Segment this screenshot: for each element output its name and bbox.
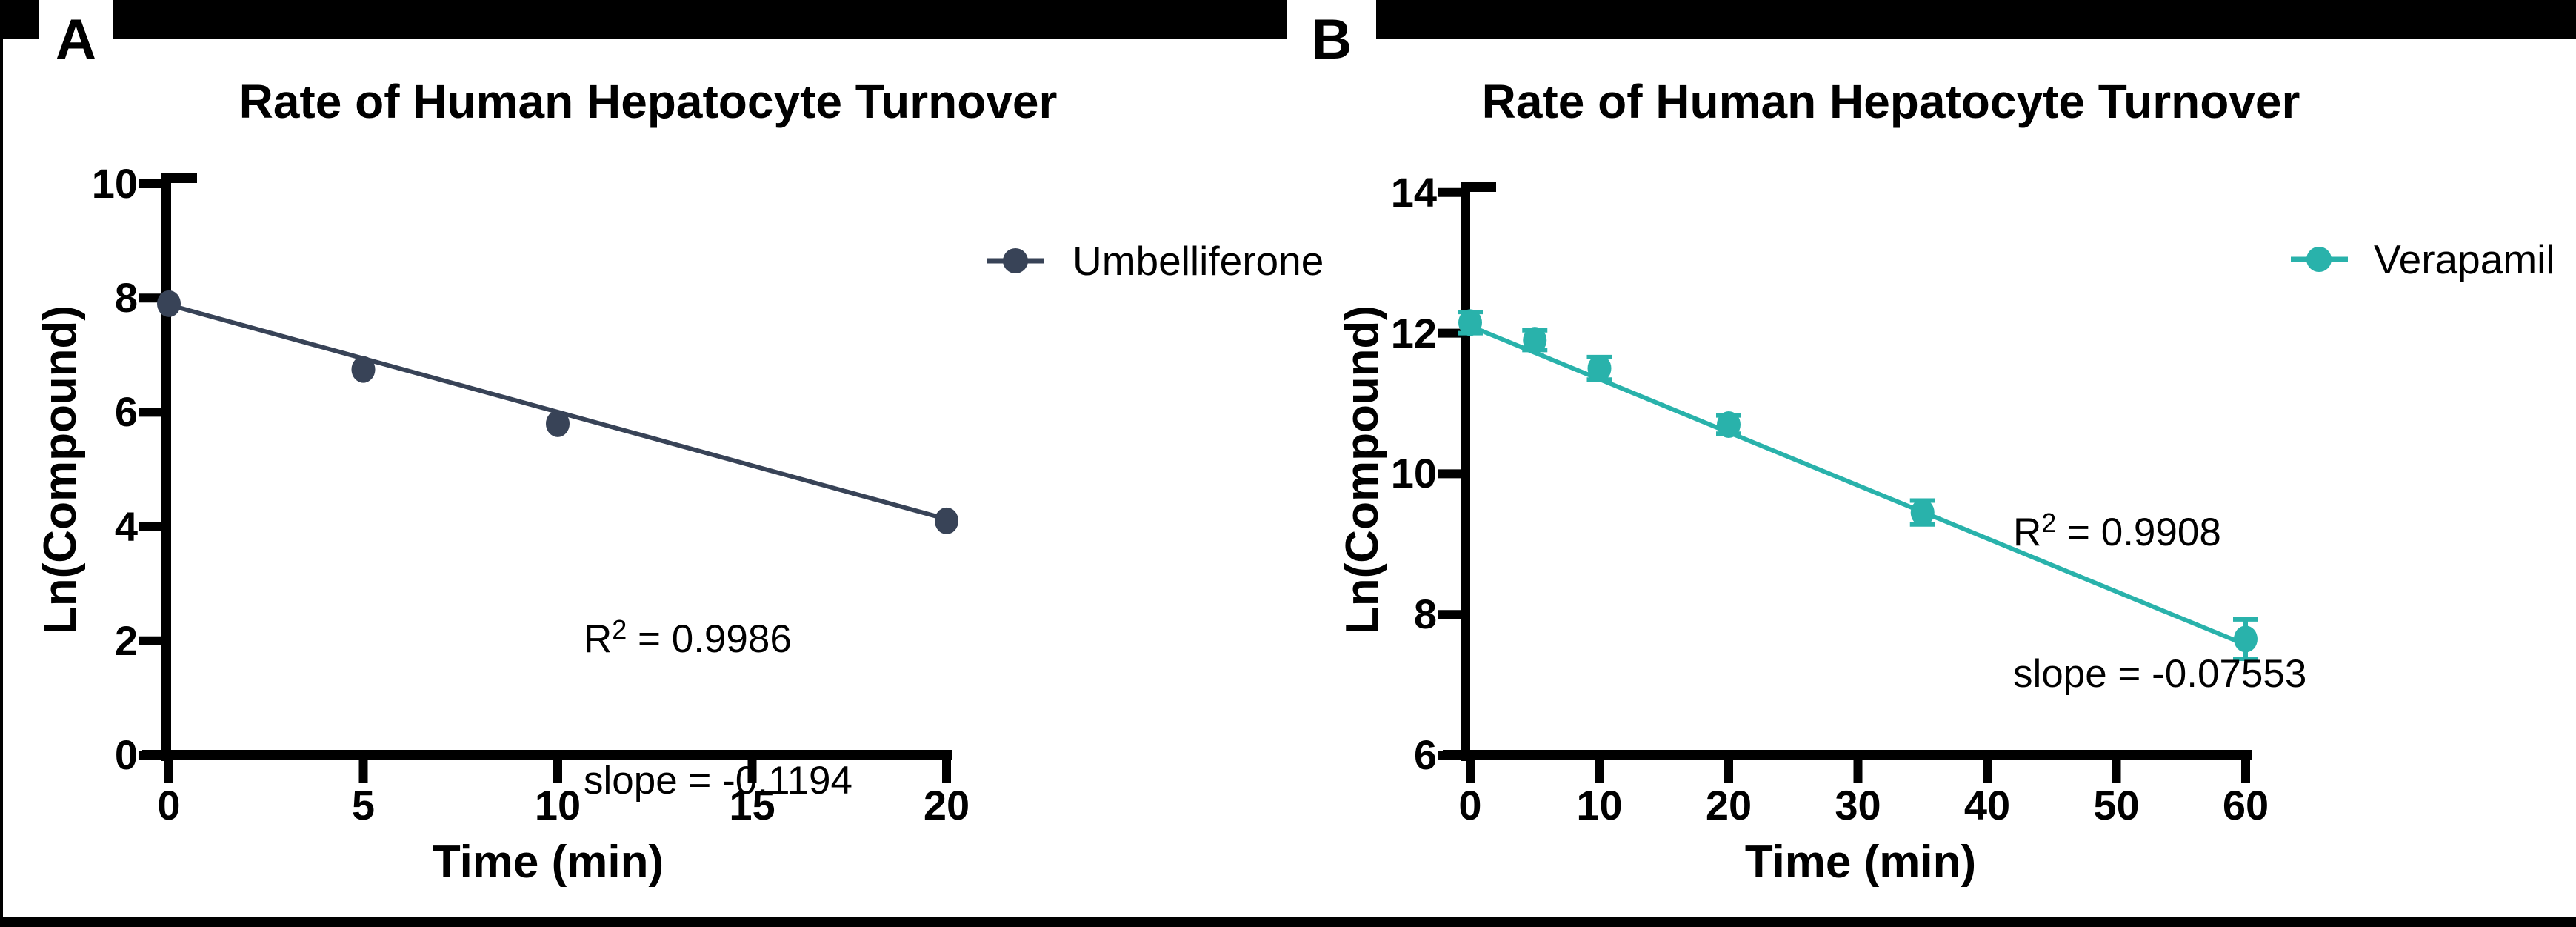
- panel-a-x-tick-label: 0: [157, 782, 181, 828]
- data-point: [1587, 355, 1612, 382]
- panel-b-x-axis-label: Time (min): [1744, 837, 1977, 888]
- panel-b-x-tick-label: 0: [1458, 782, 1482, 828]
- panel-b-y-tick-label: 10: [1390, 450, 1437, 497]
- panel-b-y-tick-label: 6: [1413, 731, 1437, 778]
- panel-b-y-tick-label: 12: [1390, 309, 1437, 356]
- panel-b-letter: B: [1311, 8, 1352, 71]
- panel-b-x-tick-label: 40: [1963, 782, 2011, 828]
- panel-a-fit-annotation: R2 = 0.9986 slope = -0.1194: [584, 525, 852, 896]
- panel-a-x-tick-label: 10: [534, 782, 581, 828]
- data-point: [1717, 411, 1741, 438]
- data-point: [157, 290, 181, 317]
- panel-b-x-tick-label: 20: [1705, 782, 1752, 828]
- legend-marker-dot: [1003, 248, 1028, 273]
- panel-b-axes: [1438, 182, 2252, 783]
- panel-a-x-axis-label: Time (min): [432, 837, 664, 888]
- data-point: [1458, 309, 1482, 336]
- panel-b-legend-label: Verapamil: [2374, 236, 2555, 282]
- panel-b-fit-annotation: R2 = 0.9908 slope = -0.07553: [2013, 418, 2306, 789]
- panel-b-x-tick-label: 30: [1835, 782, 1881, 828]
- panel-b-slope: slope = -0.07553: [2013, 652, 2307, 696]
- panel-a-title: Rate of Human Hepatocyte Turnover: [238, 75, 1058, 128]
- panel-a-y-tick-label: 0: [114, 731, 138, 778]
- data-point: [546, 410, 570, 437]
- panel-b-y-tick-label: 14: [1390, 168, 1437, 216]
- data-point: [1523, 327, 1547, 354]
- data-point: [1910, 499, 1935, 526]
- panel-b-x-tick-label: 50: [2093, 782, 2140, 828]
- panel-a-slope: slope = -0.1194: [584, 759, 852, 803]
- panel-b-r-squared: R2 = 0.9908: [2013, 507, 2221, 554]
- panel-a-tab: [39, 0, 113, 41]
- panel-a-axes: [139, 173, 952, 783]
- data-point: [351, 356, 376, 383]
- figure-background: [3, 39, 2576, 917]
- panel-a-y-axis-label: Ln(Compound): [35, 305, 86, 635]
- panel-a-y-tick-label: 6: [114, 388, 138, 436]
- panel-a-x-tick-label: 5: [351, 782, 376, 828]
- panel-a-y-tick-label: 4: [114, 502, 138, 550]
- panel-b-x-tick-label: 10: [1576, 782, 1623, 828]
- panel-a-r-squared: R2 = 0.9986: [584, 614, 792, 661]
- panel-a-y-tick-label: 2: [114, 617, 138, 664]
- panel-a-x-tick-label: 15: [729, 782, 775, 828]
- panel-b-series: [1458, 247, 2348, 661]
- panel-a-y-tick-label: 10: [91, 160, 138, 207]
- panel-a-y-tick-label: 8: [114, 274, 138, 322]
- panel-a-series: [157, 248, 1044, 534]
- panel-b-title: Rate of Human Hepatocyte Turnover: [1481, 75, 2300, 128]
- panel-a-legend-label: Umbelliferone: [1072, 238, 1324, 284]
- panel-a-x-tick-label: 20: [923, 782, 970, 828]
- data-point: [935, 507, 958, 534]
- panel-a-letter: A: [56, 8, 96, 71]
- panel-b-y-tick-label: 8: [1413, 591, 1437, 638]
- data-point: [2234, 625, 2258, 653]
- panel-b-x-tick-label: 60: [2222, 782, 2269, 828]
- legend-marker-dot: [2306, 247, 2332, 272]
- panel-b-tab: [1287, 0, 1376, 41]
